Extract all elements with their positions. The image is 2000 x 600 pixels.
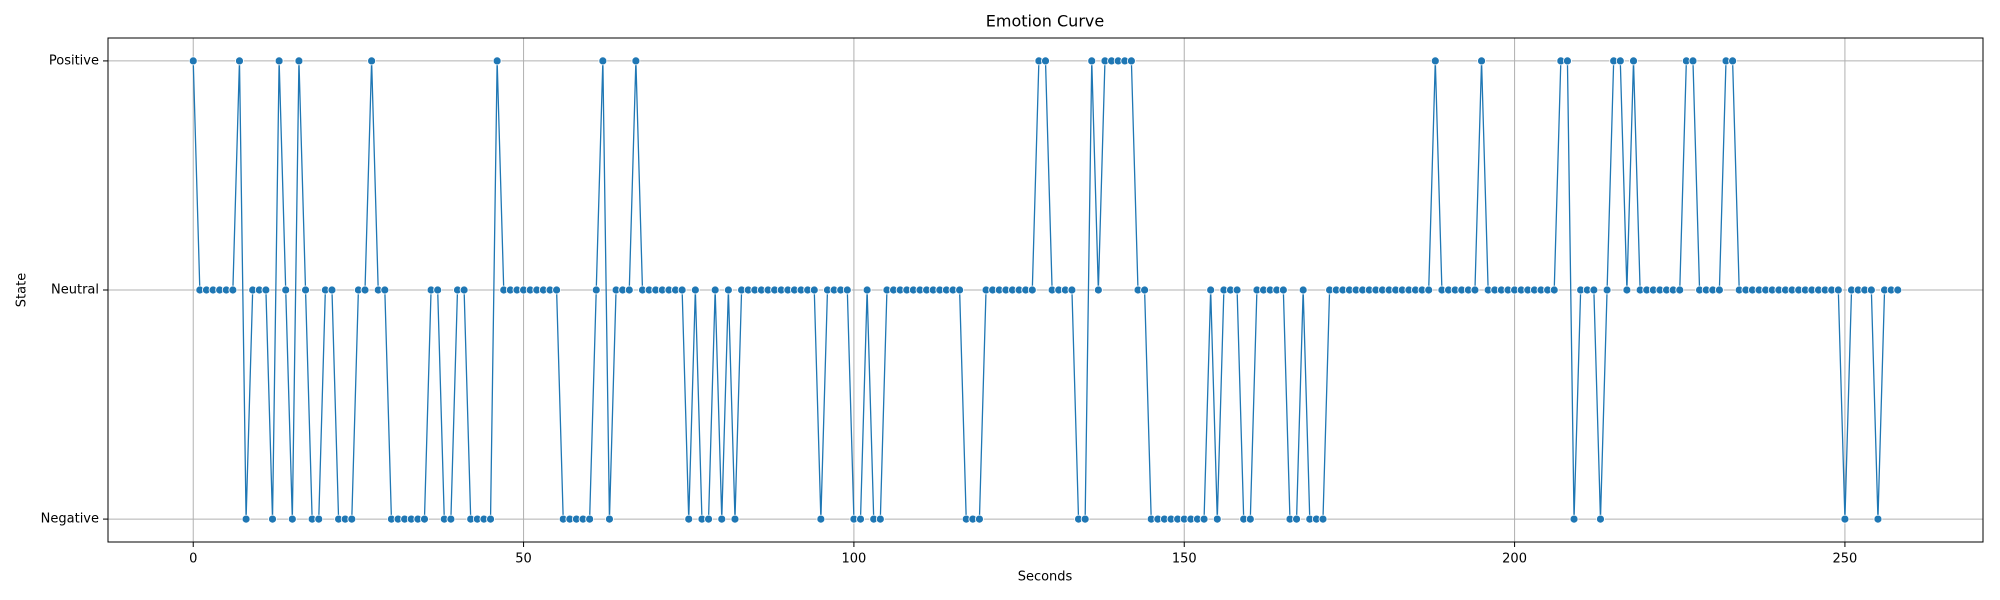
data-point	[367, 56, 377, 66]
data-point	[1675, 285, 1685, 295]
data-point	[1833, 285, 1843, 295]
data-point	[1563, 56, 1572, 66]
data-point	[281, 285, 291, 295]
y-tick-label: Negative	[41, 512, 99, 527]
data-point	[1714, 285, 1724, 295]
data-point	[552, 285, 561, 295]
data-point	[1278, 285, 1288, 295]
data-point	[261, 285, 271, 295]
data-point	[684, 514, 694, 524]
data-point	[347, 514, 357, 524]
data-point	[856, 514, 865, 524]
data-point	[1093, 285, 1103, 295]
data-point	[314, 514, 324, 524]
data-point	[459, 285, 469, 295]
data-point	[228, 285, 238, 295]
data-point	[1080, 514, 1090, 524]
y-axis-label: State	[15, 273, 30, 307]
data-point	[704, 514, 713, 524]
data-point	[188, 56, 198, 66]
data-point	[677, 285, 687, 295]
data-point	[585, 514, 595, 524]
data-point	[1477, 56, 1486, 66]
data-point	[1866, 285, 1876, 295]
data-point	[1549, 285, 1559, 295]
data-point	[1688, 56, 1698, 66]
data-point	[723, 285, 733, 295]
data-point	[1589, 285, 1599, 295]
data-point	[235, 56, 244, 66]
x-axis-label: Seconds	[1018, 570, 1073, 585]
chart-title: Emotion Curve	[986, 12, 1104, 31]
data-point	[327, 285, 337, 295]
data-point	[1728, 56, 1738, 66]
data-point	[1067, 285, 1077, 295]
data-point	[631, 56, 641, 66]
data-point	[446, 514, 456, 524]
data-point	[605, 514, 614, 524]
data-point	[1615, 56, 1625, 66]
data-point	[730, 514, 740, 524]
data-point	[380, 285, 390, 295]
data-point	[1629, 56, 1638, 66]
data-point	[862, 285, 872, 295]
x-tick-label: 250	[1833, 552, 1858, 567]
data-point	[816, 514, 826, 524]
data-point	[287, 514, 297, 524]
data-point	[690, 285, 700, 295]
data-point	[1298, 285, 1308, 295]
data-point	[1893, 285, 1903, 295]
data-point	[1199, 514, 1209, 524]
data-point	[1206, 285, 1216, 295]
data-point	[420, 514, 429, 524]
data-point	[294, 56, 304, 66]
x-tick-label: 100	[841, 552, 866, 567]
data-point	[1292, 514, 1301, 524]
data-point	[1318, 514, 1328, 524]
data-point	[975, 514, 984, 524]
data-point	[1126, 56, 1136, 66]
data-point	[1840, 514, 1850, 524]
x-tick-label: 50	[515, 552, 532, 567]
data-point	[710, 285, 720, 295]
data-point	[1087, 56, 1097, 66]
data-point	[268, 514, 277, 524]
x-tick-label: 150	[1172, 552, 1197, 567]
data-point	[1140, 285, 1150, 295]
data-point	[492, 56, 502, 66]
x-tick-label: 200	[1502, 552, 1527, 567]
data-point	[624, 285, 634, 295]
data-point	[1424, 285, 1434, 295]
data-point	[842, 285, 852, 295]
data-point	[598, 56, 608, 66]
data-point	[1212, 514, 1222, 524]
data-point	[1602, 285, 1612, 295]
data-point	[1430, 56, 1440, 66]
data-point	[241, 514, 251, 524]
data-point	[433, 285, 443, 295]
y-tick-label: Positive	[49, 53, 99, 68]
data-point	[717, 514, 727, 524]
data-point	[1232, 285, 1242, 295]
data-point	[1569, 514, 1579, 524]
data-point	[301, 285, 310, 295]
data-point	[1245, 514, 1255, 524]
y-tick-label: Neutral	[51, 283, 99, 298]
data-point	[955, 285, 965, 295]
plot-frame	[107, 37, 1984, 543]
data-point	[591, 285, 601, 295]
data-point	[1873, 514, 1883, 524]
x-tick-label: 0	[189, 552, 197, 567]
data-point	[274, 56, 284, 66]
data-point	[1622, 285, 1632, 295]
data-point	[1596, 514, 1605, 524]
data-point	[1470, 285, 1480, 295]
data-point	[1041, 56, 1050, 66]
data-point	[360, 285, 370, 295]
data-point	[1027, 285, 1037, 295]
data-point	[809, 285, 819, 295]
data-point	[875, 514, 885, 524]
data-point	[486, 514, 495, 524]
